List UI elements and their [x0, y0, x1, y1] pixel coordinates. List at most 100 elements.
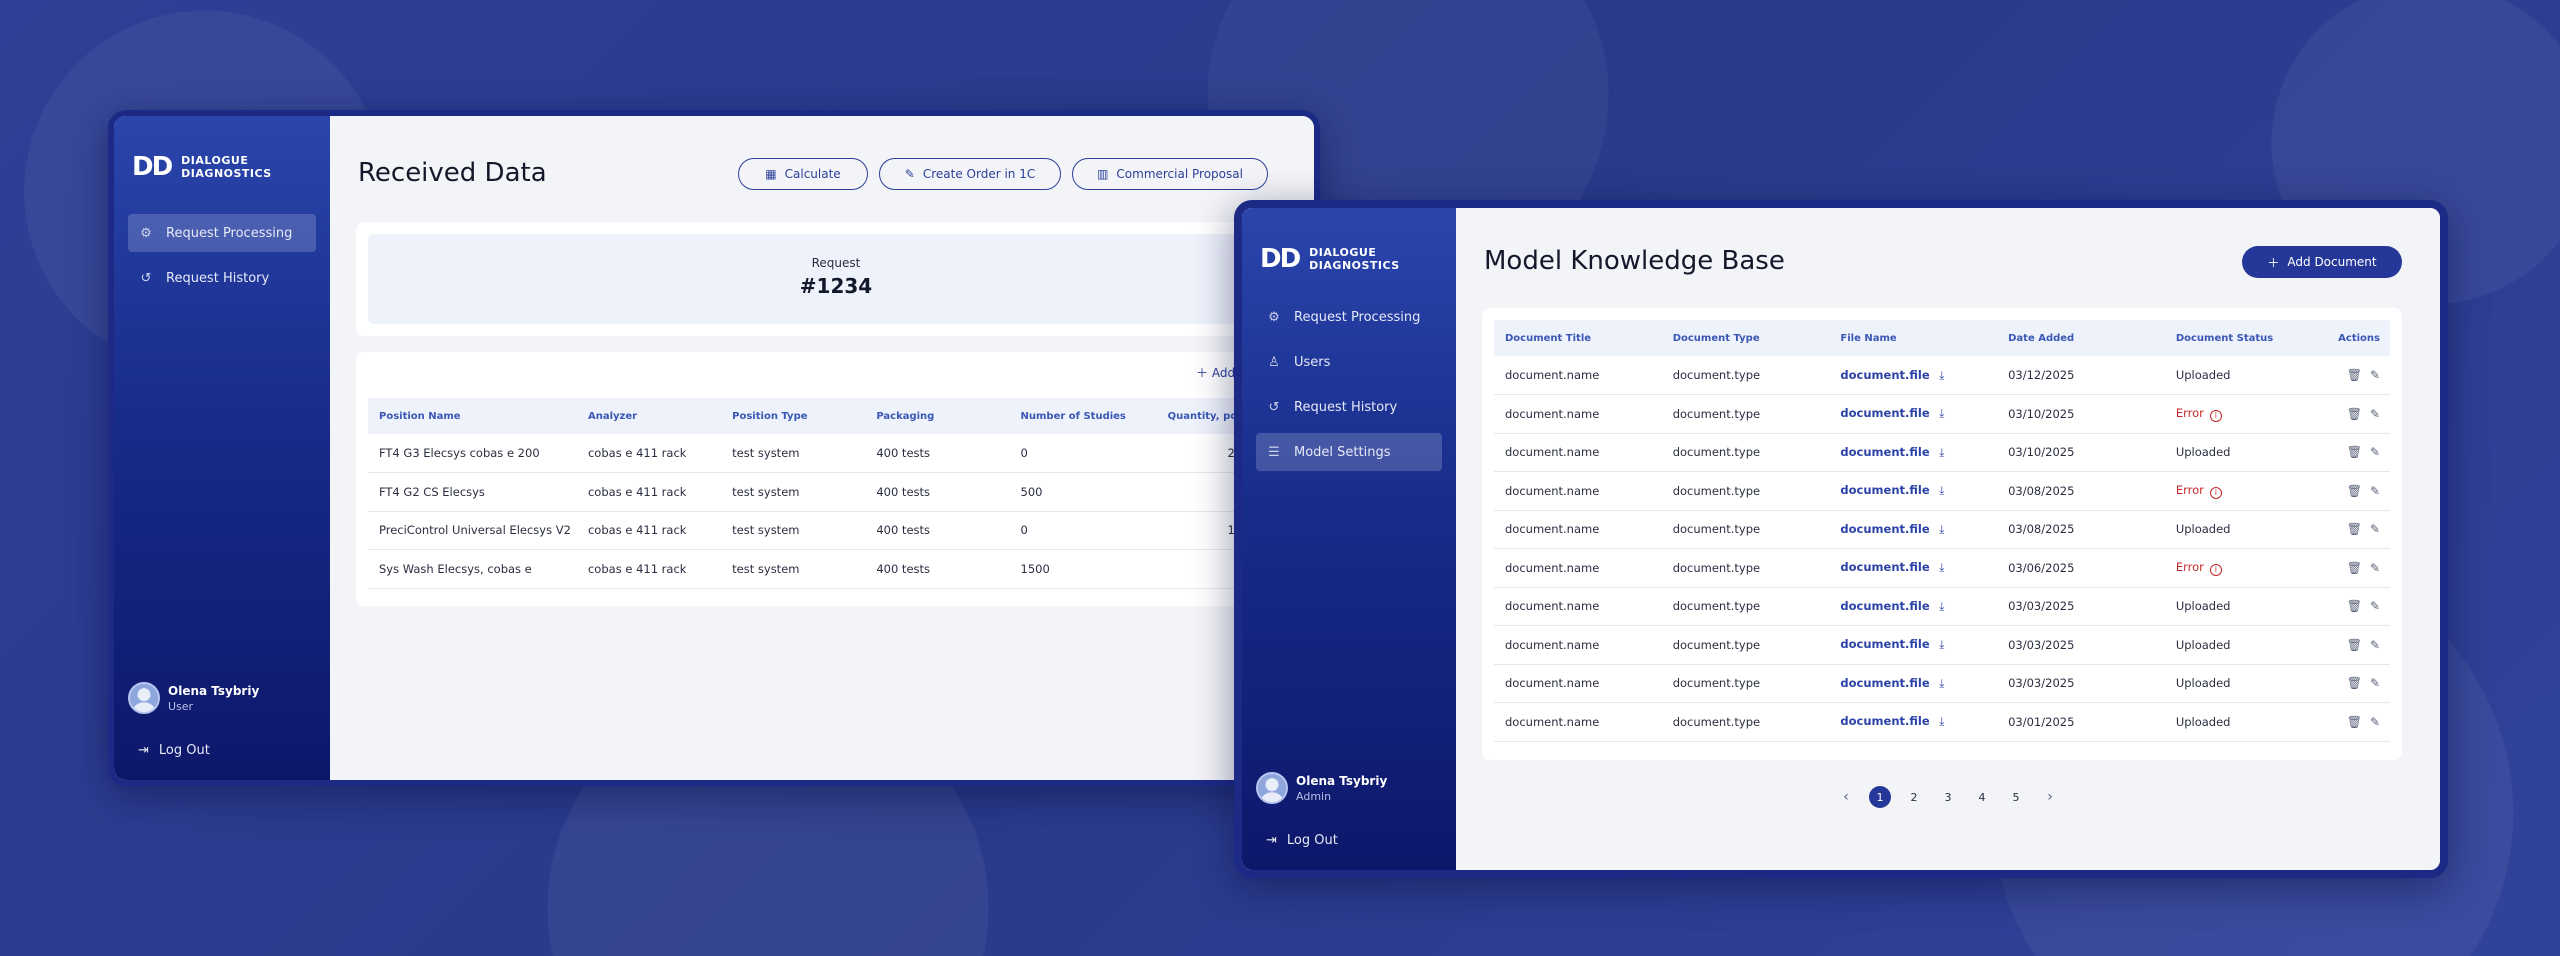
pencil-icon[interactable]: ✎: [2369, 368, 2380, 382]
trash-icon[interactable]: 🗑: [2346, 406, 2362, 421]
gear-icon: ⚙: [1268, 309, 1280, 325]
file-link[interactable]: document.file: [1840, 598, 1930, 613]
actions-cell: 🗑 ✎: [2326, 394, 2390, 434]
sidebar-item-request-processing[interactable]: ⚙ Request Processing: [128, 214, 316, 252]
sliders-icon: ☰: [1268, 444, 1280, 460]
add-document-button[interactable]: ＋ Add Document: [2242, 246, 2402, 278]
page-button[interactable]: 5: [2012, 790, 2020, 804]
file-link[interactable]: document.file: [1840, 675, 1930, 690]
download-icon[interactable]: ⤓: [1935, 560, 1945, 575]
column-header: Document Type: [1661, 320, 1830, 356]
previous-page-button[interactable]: ‹: [1843, 789, 1849, 805]
sidebar-item-request-history[interactable]: ↺ Request History: [1256, 388, 1442, 426]
file-link[interactable]: document.file: [1840, 714, 1930, 729]
calculator-icon: ▦: [765, 167, 777, 181]
sidebar: DD DIALOGUE DIAGNOSTICS ⚙ Request Process…: [1242, 208, 1456, 870]
pencil-icon[interactable]: ✎: [2369, 676, 2380, 691]
documents-card: Document Title Document Type File Name Date…: [1482, 308, 2402, 760]
pencil-icon[interactable]: ✎: [2369, 483, 2380, 498]
date-added-cell: 03/10/2025: [1997, 394, 2165, 434]
avatar: [128, 682, 160, 714]
logo: DD DIALOGUE DIAGNOSTICS: [1260, 244, 1400, 274]
trash-icon[interactable]: 🗑: [2346, 368, 2362, 382]
file-link[interactable]: document.file: [1840, 637, 1930, 652]
page-button[interactable]: 1: [1869, 786, 1891, 808]
status-text: Uploaded: [2175, 445, 2231, 460]
pencil-icon[interactable]: ✎: [2369, 637, 2380, 652]
pencil-icon[interactable]: ✎: [2369, 445, 2380, 460]
page-button[interactable]: 2: [1910, 790, 1918, 804]
file-link[interactable]: document.file: [1840, 483, 1930, 498]
trash-icon[interactable]: 🗑: [2346, 560, 2362, 575]
sidebar-nav: ⚙ Request Processing ♙ Users ↺ Request H…: [1256, 298, 1442, 478]
column-header: Analyzer: [576, 398, 722, 434]
download-icon[interactable]: ⤓: [1935, 675, 1945, 690]
status-cell: Error i: [2164, 394, 2327, 434]
download-icon[interactable]: ⤓: [1935, 598, 1945, 613]
date-added-cell: 03/06/2025: [1997, 548, 2165, 588]
pencil-icon[interactable]: ✎: [2369, 599, 2380, 614]
sidebar-item-users[interactable]: ♙ Users: [1256, 343, 1442, 381]
calculate-button[interactable]: ▦ Calculate: [738, 158, 868, 190]
info-circle-icon: i: [2209, 563, 2222, 576]
logout-button[interactable]: ⇥ Log Out: [138, 743, 210, 758]
download-icon[interactable]: ⤓: [1935, 444, 1945, 459]
status-cell: Error i: [2164, 471, 2327, 511]
file-name-cell: document.file ⤓: [1829, 356, 1998, 395]
download-icon[interactable]: ⤓: [1935, 637, 1945, 652]
table-row: document.name document.type document.file …: [1494, 587, 2390, 626]
trash-icon[interactable]: 🗑: [2346, 522, 2362, 537]
column-header: Position Name: [368, 398, 577, 434]
user-profile[interactable]: Olena Tsybriy User: [128, 682, 259, 714]
logo-text: DIALOGUE DIAGNOSTICS: [181, 154, 272, 180]
file-name-cell: document.file ⤓: [1829, 664, 1998, 703]
file-link[interactable]: document.file: [1840, 444, 1930, 459]
trash-icon[interactable]: 🗑: [2346, 599, 2362, 614]
pencil-icon[interactable]: ✎: [2369, 714, 2380, 729]
logout-button[interactable]: ⇥ Log Out: [1266, 833, 1338, 848]
pencil-icon[interactable]: ✎: [2369, 560, 2380, 575]
sidebar-item-request-history[interactable]: ↺ Request History: [128, 259, 316, 297]
sidebar-item-request-processing[interactable]: ⚙ Request Processing: [1256, 298, 1442, 336]
user-profile[interactable]: Olena Tsybriy Admin: [1256, 772, 1387, 804]
trash-icon[interactable]: 🗑: [2346, 637, 2362, 652]
trash-icon[interactable]: 🗑: [2346, 676, 2362, 691]
page-button[interactable]: 4: [1978, 790, 1986, 804]
pencil-icon[interactable]: ✎: [2369, 522, 2380, 537]
document-type-cell: document.type: [1661, 433, 1830, 472]
create-order-button[interactable]: ✎ Create Order in 1C: [879, 158, 1061, 190]
download-icon[interactable]: ⤓: [1935, 483, 1945, 498]
document-type-cell: document.type: [1661, 625, 1830, 665]
table-row: document.name document.type document.file …: [1494, 510, 2390, 549]
file-name-cell: document.file ⤓: [1829, 587, 1998, 626]
page-button[interactable]: 3: [1944, 790, 1952, 804]
file-link[interactable]: document.file: [1840, 560, 1930, 575]
download-icon[interactable]: ⤓: [1935, 714, 1945, 729]
trash-icon[interactable]: 🗑: [2346, 445, 2362, 460]
download-icon[interactable]: ⤓: [1935, 521, 1945, 536]
request-card: Request #1234: [356, 222, 1314, 336]
logo-mark: DD: [132, 152, 173, 182]
pencil-icon[interactable]: ✎: [2369, 406, 2380, 421]
trash-icon[interactable]: 🗑: [2346, 483, 2362, 498]
avatar: [1256, 772, 1288, 804]
table-cell: PreciControl Universal Elecsys V2: [368, 511, 577, 550]
table-row: document.name document.type document.file …: [1494, 433, 2390, 472]
add-position-button[interactable]: ＋ Add: [1196, 366, 1236, 380]
status-cell: Uploaded: [2164, 664, 2327, 703]
positions-card: ＋ Add Position Name Analyzer Position Type…: [356, 352, 1314, 606]
table-cell: FT4 G2 CS Elecsys: [368, 472, 577, 512]
file-link[interactable]: document.file: [1840, 367, 1930, 382]
download-icon[interactable]: ⤓: [1935, 406, 1945, 421]
file-link[interactable]: document.file: [1840, 521, 1930, 536]
commercial-proposal-button[interactable]: ▥ Commercial Proposal: [1072, 158, 1268, 190]
status-text: Uploaded: [2175, 714, 2231, 729]
positions-table: Position Name Analyzer Position Type Packag…: [368, 398, 1314, 589]
column-header: Date Added: [1997, 320, 2165, 356]
sidebar-item-model-settings[interactable]: ☰ Model Settings: [1256, 433, 1442, 471]
download-icon[interactable]: ⤓: [1935, 367, 1945, 382]
trash-icon[interactable]: 🗑: [2346, 714, 2362, 729]
next-page-button[interactable]: ›: [2047, 789, 2053, 805]
table-cell: FT4 G3 Elecsys cobas e 200: [368, 434, 577, 473]
file-link[interactable]: document.file: [1840, 406, 1930, 421]
